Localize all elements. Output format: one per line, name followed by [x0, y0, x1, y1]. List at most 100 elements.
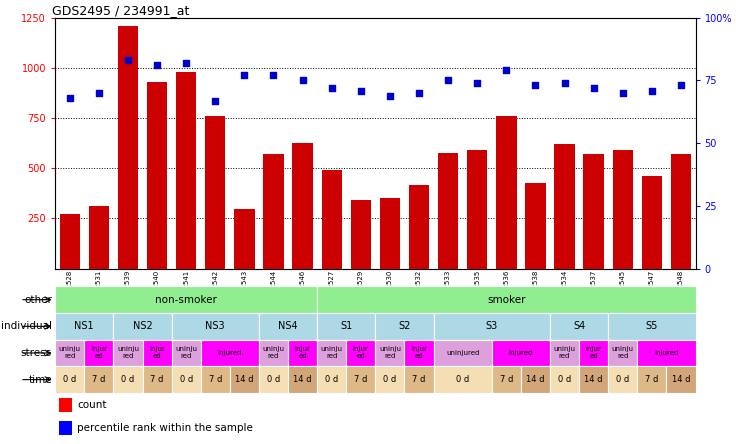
Bar [492, 340, 550, 366]
Bar [317, 286, 696, 313]
Bar [637, 366, 666, 393]
Text: 14 d: 14 d [294, 375, 312, 384]
Text: NS2: NS2 [132, 321, 152, 331]
Bar [147, 82, 167, 269]
Bar [288, 340, 317, 366]
Text: S2: S2 [398, 321, 411, 331]
Point [384, 92, 396, 99]
Text: count: count [77, 400, 107, 410]
Bar [263, 154, 283, 269]
Bar [550, 313, 608, 340]
Point [297, 77, 308, 84]
Bar [230, 366, 259, 393]
Bar [59, 420, 71, 435]
Text: non-smoker: non-smoker [155, 295, 217, 305]
Point [180, 59, 192, 67]
Text: individual: individual [1, 321, 52, 331]
Point [646, 87, 658, 94]
Text: injured: injured [218, 350, 242, 356]
Text: 14 d: 14 d [235, 375, 254, 384]
Text: uninju
red: uninju red [553, 346, 576, 360]
Bar [380, 198, 400, 269]
Text: NS3: NS3 [205, 321, 225, 331]
Bar [259, 313, 317, 340]
Bar [59, 398, 71, 412]
Point [675, 82, 687, 89]
Bar [259, 340, 288, 366]
Text: 0 d: 0 d [558, 375, 571, 384]
Bar [317, 366, 346, 393]
Text: 7 d: 7 d [150, 375, 163, 384]
Point [471, 79, 483, 87]
Text: 7 d: 7 d [645, 375, 659, 384]
Point [355, 87, 367, 94]
Text: 7 d: 7 d [208, 375, 222, 384]
Bar [322, 170, 342, 269]
Text: injur
ed: injur ed [353, 346, 369, 360]
Bar [55, 366, 85, 393]
Bar [171, 313, 259, 340]
Bar [113, 366, 143, 393]
Bar [496, 116, 517, 269]
Text: uninju
red: uninju red [379, 346, 401, 360]
Text: uninju
red: uninju red [321, 346, 343, 360]
Text: S5: S5 [645, 321, 658, 331]
Point [500, 67, 512, 74]
Point [529, 82, 541, 89]
Point [413, 90, 425, 97]
Bar [608, 313, 696, 340]
Bar [346, 366, 375, 393]
Bar [438, 153, 459, 269]
Bar [85, 340, 113, 366]
Bar [637, 340, 696, 366]
Bar [405, 340, 434, 366]
Text: 0 d: 0 d [267, 375, 280, 384]
Point [559, 79, 570, 87]
Bar [292, 143, 313, 269]
Point [617, 90, 629, 97]
Point [64, 95, 76, 102]
Bar [579, 366, 608, 393]
Text: 0 d: 0 d [180, 375, 193, 384]
Bar [201, 366, 230, 393]
Text: time: time [29, 375, 52, 385]
Text: 0 d: 0 d [383, 375, 397, 384]
Bar [55, 286, 317, 313]
Point [93, 90, 105, 97]
Text: 14 d: 14 d [584, 375, 603, 384]
Bar [375, 313, 434, 340]
Bar [259, 366, 288, 393]
Point [588, 84, 600, 91]
Bar [521, 366, 550, 393]
Point [122, 57, 134, 64]
Bar [434, 340, 492, 366]
Point [238, 72, 250, 79]
Bar [405, 366, 434, 393]
Text: smoker: smoker [487, 295, 526, 305]
Bar [201, 340, 259, 366]
Bar [550, 366, 579, 393]
Text: NS4: NS4 [278, 321, 298, 331]
Point [268, 72, 280, 79]
Bar [350, 200, 371, 269]
Text: uninjured: uninjured [446, 350, 479, 356]
Bar [666, 366, 696, 393]
Text: injur
ed: injur ed [294, 346, 311, 360]
Bar [526, 183, 545, 269]
Bar [317, 340, 346, 366]
Bar [584, 154, 604, 269]
Text: 0 d: 0 d [121, 375, 135, 384]
Text: 7 d: 7 d [500, 375, 513, 384]
Text: GDS2495 / 234991_at: GDS2495 / 234991_at [52, 4, 189, 16]
Point [442, 77, 454, 84]
Bar [113, 313, 171, 340]
Bar [143, 340, 171, 366]
Bar [88, 206, 109, 269]
Text: 0 d: 0 d [325, 375, 339, 384]
Text: uninju
red: uninju red [59, 346, 81, 360]
Bar [85, 366, 113, 393]
Bar [554, 144, 575, 269]
Bar [608, 366, 637, 393]
Text: injured: injured [654, 350, 679, 356]
Bar [375, 366, 405, 393]
